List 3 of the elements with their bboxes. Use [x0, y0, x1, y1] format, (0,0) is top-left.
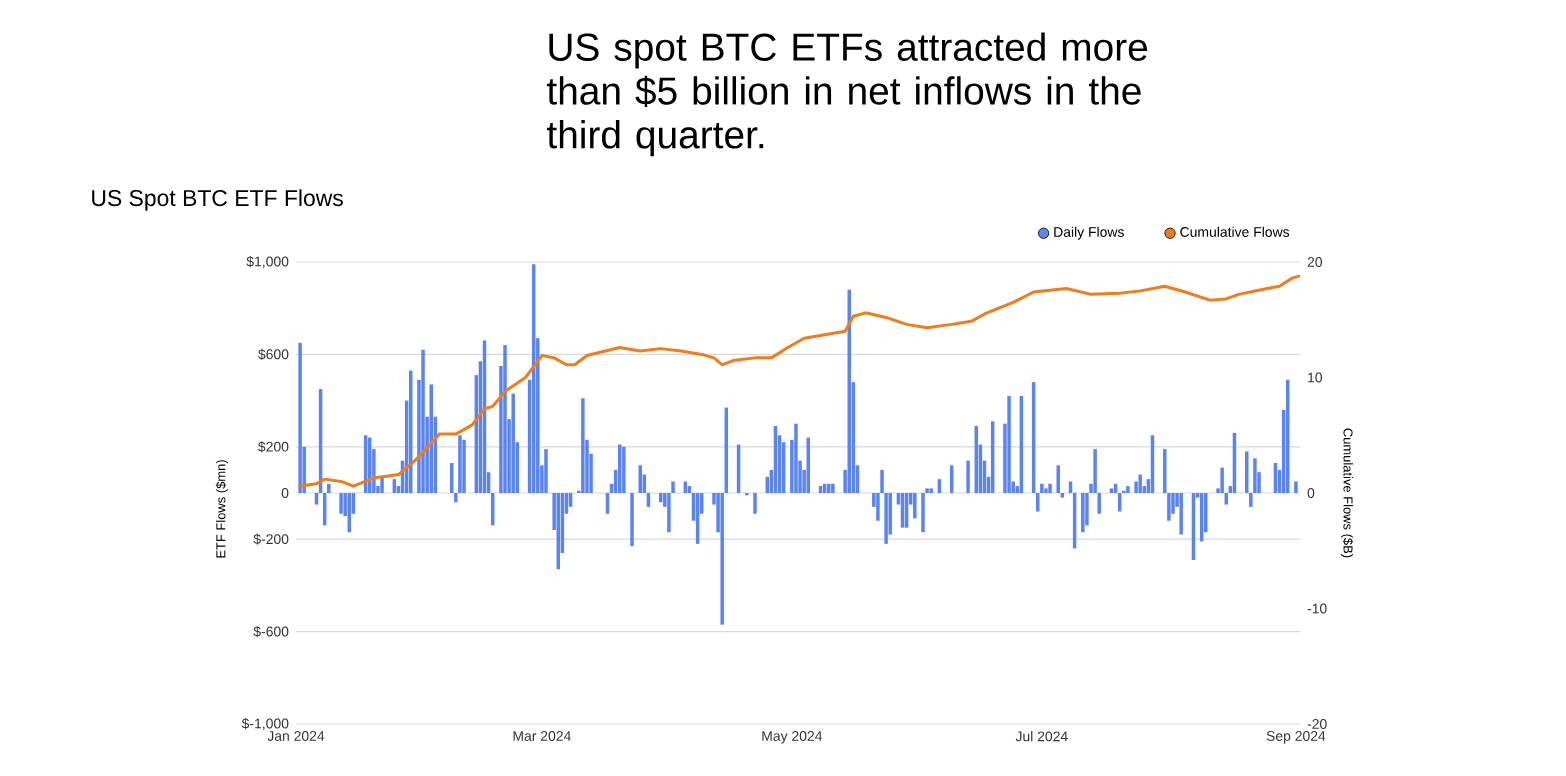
chart-title: US spot BTC ETFs attracted more than $5 billion in net inflows in the third quarter. [547, 32, 1148, 157]
line-series [298, 274, 1302, 488]
chart-subtitle: US Spot BTC ETF Flows [92, 189, 343, 211]
